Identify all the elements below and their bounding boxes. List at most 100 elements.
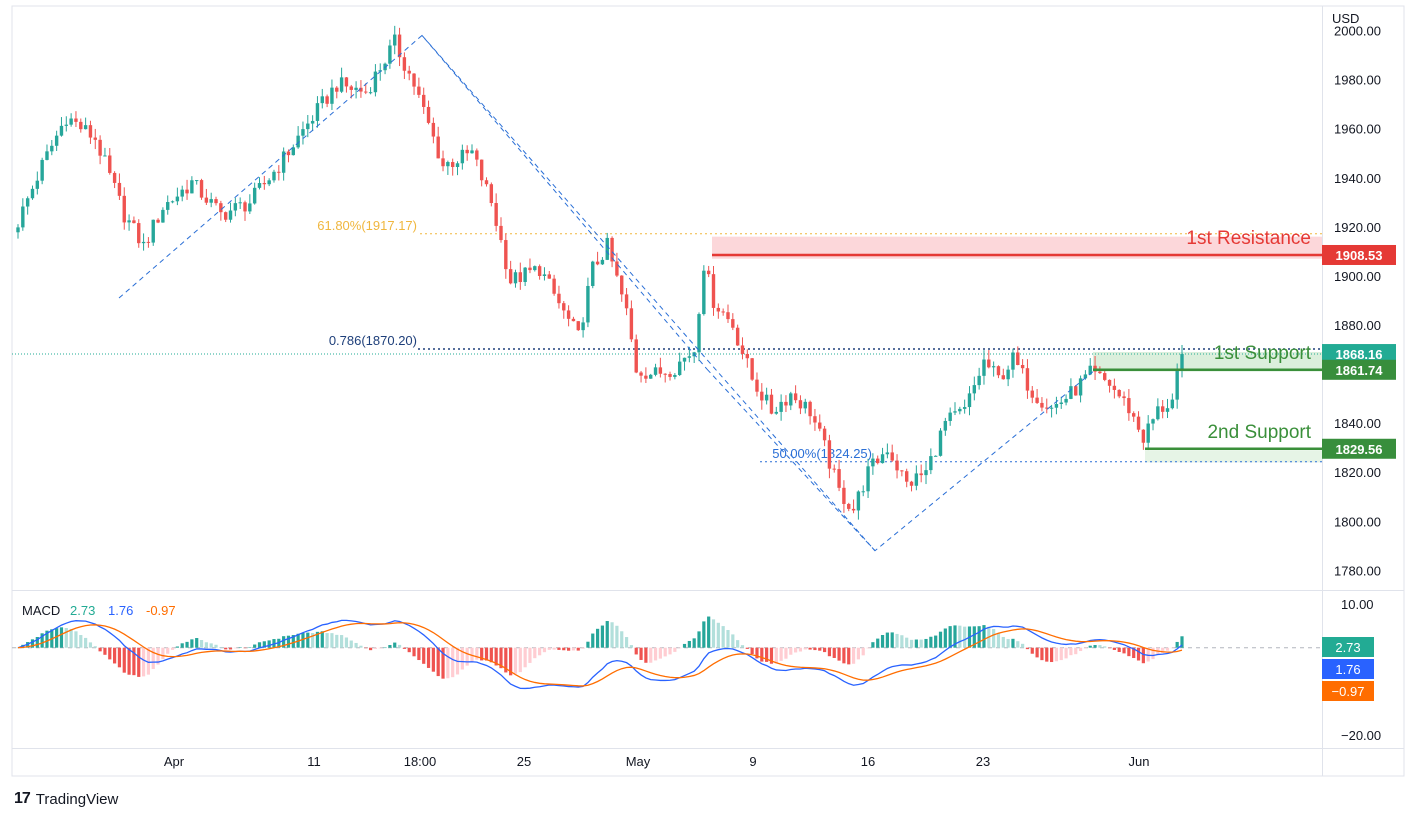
candle-body <box>344 77 349 87</box>
candle <box>832 464 836 473</box>
time-tick: 11 <box>307 754 321 769</box>
candle-body <box>726 312 730 320</box>
time-axis: Apr 11 18:00 25 May 9 16 23 Jun <box>164 754 1150 769</box>
candle <box>711 265 716 316</box>
macd-histogram-bar <box>644 647 648 663</box>
candle-body <box>943 420 948 431</box>
candle-body <box>151 219 155 243</box>
candle <box>315 96 320 128</box>
macd-pane: MACD2.731.76-0.9710.000.00−20.002.731.76… <box>12 597 1381 743</box>
candle-body <box>190 180 194 194</box>
candle-body <box>1170 399 1175 409</box>
candle <box>50 140 54 156</box>
candle-body <box>373 71 378 93</box>
macd-histogram-bar <box>919 639 923 648</box>
macd-histogram-bar <box>26 642 30 648</box>
candle <box>161 207 165 223</box>
price-tick: 1880.00 <box>1334 318 1381 333</box>
candle <box>393 25 397 55</box>
candle-body <box>591 261 595 286</box>
candle <box>610 236 614 268</box>
price-tick: 1920.00 <box>1334 220 1381 235</box>
macd-histogram-bar <box>900 635 904 648</box>
candle <box>122 187 126 230</box>
candle-body <box>422 94 426 107</box>
candle <box>1141 429 1146 450</box>
candle-body <box>581 322 585 331</box>
macd-histogram-bar <box>885 632 889 648</box>
candle <box>339 67 344 94</box>
price-tick: 1980.00 <box>1334 73 1381 88</box>
candle <box>658 357 663 378</box>
candle <box>784 395 788 413</box>
macd-histogram-bar <box>1180 636 1184 648</box>
macd-histogram-bar <box>1059 647 1063 661</box>
candle-body <box>455 163 460 168</box>
candle <box>320 88 324 109</box>
candle-body <box>156 219 160 223</box>
candle-body <box>557 293 561 304</box>
macd-histogram-bar <box>610 622 614 648</box>
candle <box>1132 411 1136 422</box>
candle <box>600 257 605 265</box>
macd-histogram-bar <box>1112 647 1116 650</box>
candle-body <box>629 308 634 340</box>
candle <box>982 350 986 385</box>
candle <box>460 144 465 170</box>
macd-histogram-bar <box>1151 647 1155 660</box>
candle <box>1054 396 1059 415</box>
level-label: 1st Support <box>1214 343 1312 364</box>
macd-histogram-bar <box>132 647 136 676</box>
time-tick: 16 <box>861 754 875 769</box>
candle-body <box>909 481 914 486</box>
candle <box>769 388 774 415</box>
candle <box>103 147 107 157</box>
candle <box>847 502 851 512</box>
candle-body <box>818 422 822 429</box>
price-tick: 1940.00 <box>1334 171 1381 186</box>
candle-body <box>122 195 126 223</box>
candle-body <box>566 310 571 319</box>
chart-frame <box>11 5 1405 777</box>
tradingview-brand[interactable]: 17 TradingView <box>14 790 118 808</box>
candle <box>629 300 634 343</box>
candle-body <box>808 401 812 417</box>
candle-body <box>639 372 643 376</box>
candle-body <box>335 87 339 92</box>
candle-body <box>431 122 436 137</box>
candle-body <box>499 225 503 241</box>
candle <box>45 144 49 161</box>
candle <box>682 357 687 371</box>
candle <box>69 113 73 127</box>
macd-histogram-bar <box>557 647 561 650</box>
candle <box>726 304 730 323</box>
candle-body <box>195 180 199 182</box>
macd-histogram-bar <box>257 642 262 648</box>
candle <box>571 316 576 322</box>
candle <box>953 402 957 416</box>
candlesticks <box>16 25 1184 520</box>
macd-histogram-bar <box>1103 646 1107 648</box>
macd-histogram-bar <box>422 647 426 664</box>
candle-body <box>74 118 78 122</box>
candle <box>1069 378 1073 400</box>
candle <box>108 148 112 175</box>
candle-body <box>1151 419 1155 424</box>
candle <box>1160 400 1165 419</box>
candle <box>1030 386 1034 404</box>
candle-body <box>103 155 107 157</box>
candle-body <box>586 285 590 323</box>
candle-body <box>306 123 310 130</box>
tradingview-logo-icon: 17 <box>14 790 31 807</box>
macd-histogram-bar <box>731 634 735 648</box>
candle-body <box>470 150 474 154</box>
candle-body <box>1160 406 1165 412</box>
candle-body <box>513 272 518 284</box>
candle-body <box>378 70 382 72</box>
candle-body <box>30 188 35 199</box>
macd-histogram-bar <box>151 647 155 669</box>
candle <box>465 145 469 161</box>
macd-histogram-bar <box>707 616 711 648</box>
macd-histogram-bar <box>320 631 324 648</box>
